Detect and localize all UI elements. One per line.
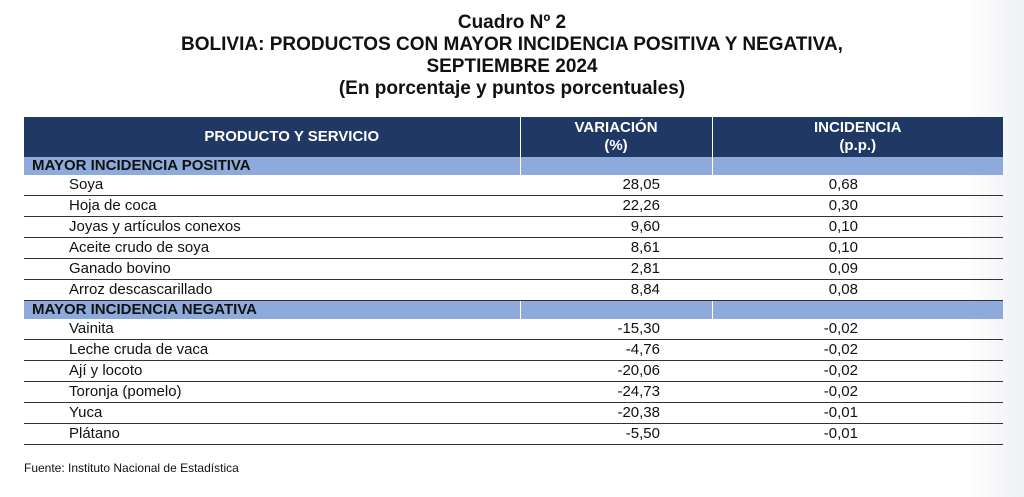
section-cell [712,157,1003,175]
variation-cell: 28,05 [520,175,712,196]
product-cell: Joyas y artículos conexos [24,216,520,238]
table-row: Toronja (pomelo) -24,73 -0,02 [24,381,1003,403]
table-row: Joyas y artículos conexos 9,60 0,10 [24,216,1003,238]
variation-cell: 8,61 [520,237,712,259]
header-variation-label: VARIACIÓN [574,119,658,136]
product-cell: Toronja (pomelo) [24,381,520,403]
product-cell: Yuca [24,402,520,424]
table-row: Aceite crudo de soya 8,61 0,10 [24,237,1003,259]
table-row: Vainita -15,30 -0,02 [24,319,1003,340]
variation-cell: -20,38 [520,402,712,424]
table-title-block: Cuadro Nº 2 BOLIVIA: PRODUCTOS CON MAYOR… [0,12,1024,100]
table-header-row: PRODUCTO Y SERVICIO VARIACIÓN (%) INCIDE… [24,117,1003,157]
header-variation: VARIACIÓN (%) [520,117,713,157]
section-label-positive: MAYOR INCIDENCIA POSITIVA [24,157,521,175]
table-row: Plátano -5,50 -0,01 [24,423,1003,445]
variation-cell: -15,30 [520,319,712,340]
header-incidence: INCIDENCIA (p.p.) [712,117,1003,157]
table-number: Cuadro Nº 2 [457,12,567,33]
incidence-cell: 0,68 [712,175,1003,196]
table-title: BOLIVIA: PRODUCTOS CON MAYOR INCIDENCIA … [181,34,843,55]
table-body: MAYOR INCIDENCIA POSITIVA Soya 28,05 0,68 H… [24,157,1003,445]
incidence-cell: -0,02 [712,381,1003,403]
variation-cell: -5,50 [520,423,712,445]
incidence-cell: 0,10 [712,216,1003,238]
section-row-positive: MAYOR INCIDENCIA POSITIVA [24,157,1003,175]
table-row: Yuca -20,38 -0,01 [24,402,1003,424]
header-variation-unit: (%) [604,137,628,154]
product-cell: Hoja de coca [24,195,520,217]
incidence-table: PRODUCTO Y SERVICIO VARIACIÓN (%) INCIDE… [24,117,1003,445]
incidence-cell: -0,02 [712,339,1003,361]
section-cell [712,300,1003,319]
variation-cell: 8,84 [520,279,712,301]
table-row: Leche cruda de vaca -4,76 -0,02 [24,339,1003,361]
section-cell [520,300,713,319]
product-cell: Aceite crudo de soya [24,237,520,259]
incidence-cell: 0,08 [712,279,1003,301]
product-cell: Arroz descascarillado [24,279,520,301]
source-note: Fuente: Instituto Nacional de Estadístic… [24,461,239,475]
product-cell: Ají y locoto [24,360,520,382]
header-incidence-label: INCIDENCIA [813,119,902,136]
incidence-cell: 0,30 [712,195,1003,217]
product-cell: Leche cruda de vaca [24,339,520,361]
table-row: Soya 28,05 0,68 [24,175,1003,196]
variation-cell: -24,73 [520,381,712,403]
header-incidence-unit: (p.p.) [839,137,877,154]
incidence-cell: -0,02 [712,360,1003,382]
section-cell [520,157,713,175]
table-row: Hoja de coca 22,26 0,30 [24,195,1003,217]
table-row: Ganado bovino 2,81 0,09 [24,258,1003,280]
product-cell: Ganado bovino [24,258,520,280]
table-units: (En porcentaje y puntos porcentuales) [338,78,686,99]
section-row-negative: MAYOR INCIDENCIA NEGATIVA [24,300,1003,319]
table-period: SEPTIEMBRE 2024 [426,56,598,77]
incidence-cell: 0,09 [712,258,1003,280]
incidence-cell: -0,01 [712,423,1003,445]
header-product: PRODUCTO Y SERVICIO [24,117,521,157]
variation-cell: 2,81 [520,258,712,280]
product-cell: Vainita [24,319,520,340]
product-cell: Plátano [24,423,520,445]
table-row: Ají y locoto -20,06 -0,02 [24,360,1003,382]
variation-cell: -20,06 [520,360,712,382]
variation-cell: 22,26 [520,195,712,217]
variation-cell: -4,76 [520,339,712,361]
section-label-negative: MAYOR INCIDENCIA NEGATIVA [24,300,521,319]
product-cell: Soya [24,175,520,196]
table-row: Arroz descascarillado 8,84 0,08 [24,279,1003,301]
incidence-cell: 0,10 [712,237,1003,259]
variation-cell: 9,60 [520,216,712,238]
incidence-cell: -0,02 [712,319,1003,340]
incidence-cell: -0,01 [712,402,1003,424]
